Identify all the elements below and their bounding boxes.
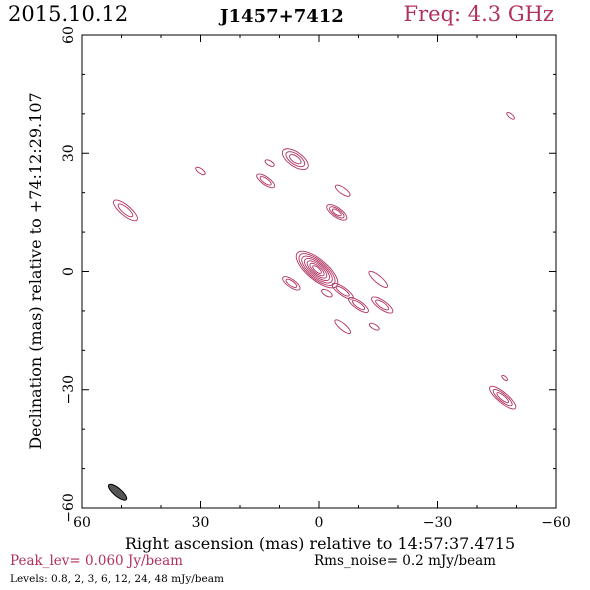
y-tick-label: 0 (61, 267, 77, 276)
contour-line (113, 199, 138, 222)
contour-line (301, 255, 333, 284)
x-tick-label: 0 (315, 515, 324, 531)
contour-line (329, 206, 345, 219)
contour-line (489, 385, 517, 410)
contour-line (295, 250, 339, 289)
beam-ellipse (107, 483, 128, 501)
contour-line (289, 154, 302, 165)
contour-line (285, 151, 306, 168)
x-tick-labels: 60 30 0 −30 −60 (73, 515, 571, 531)
source-name: J1457+7412 (220, 6, 344, 27)
axis-ticks (82, 35, 556, 508)
peak-level: Peak_lev= 0.060 Jy/beam (10, 553, 183, 569)
frequency-label: Freq: 4.3 GHz (403, 2, 554, 26)
contour-line (306, 260, 328, 279)
contour-line (281, 148, 309, 171)
contour-line (331, 282, 354, 300)
contour-line (195, 166, 206, 176)
x-tick-label: −30 (423, 515, 453, 531)
y-tick-label: −30 (61, 375, 77, 405)
contour-line (312, 265, 322, 274)
beam-layer (107, 483, 128, 501)
contour-line (117, 203, 134, 218)
y-axis-title: Declination (mas) relative to +74:12:29.… (26, 92, 45, 449)
x-tick-label: −60 (541, 515, 571, 531)
contour-line (304, 258, 331, 282)
contour-line (492, 388, 513, 407)
y-tick-labels: 60 30 0 −30 −60 (61, 26, 77, 523)
contour-line (256, 173, 276, 189)
contour-line (368, 322, 380, 331)
plot-frame (81, 34, 557, 509)
contour-line (371, 296, 394, 314)
contour-line (496, 392, 509, 404)
contour-line (321, 288, 333, 298)
contour-levels: Levels: 0.8, 2, 3, 6, 12, 24, 48 mJy/bea… (10, 573, 224, 585)
x-tick-label: 60 (73, 515, 91, 531)
contour-line (335, 285, 350, 297)
contour-line (501, 374, 509, 381)
contour-line (298, 253, 336, 286)
contour-line (368, 270, 389, 288)
y-tick-label: 30 (61, 144, 77, 162)
contour-line (506, 111, 515, 120)
epoch-date: 2015.10.12 (8, 2, 129, 26)
y-tick-label: −60 (61, 493, 77, 523)
contour-line (309, 262, 325, 277)
contour-line (348, 297, 369, 313)
rms-noise: Rms_noise= 0.2 mJy/beam (314, 553, 496, 569)
contour-line (264, 159, 275, 167)
contour-line (326, 204, 348, 221)
contour-line (375, 299, 390, 311)
contour-layer (113, 111, 517, 410)
contour-line (282, 276, 301, 291)
contour-line (259, 176, 272, 186)
contour-line (334, 184, 351, 197)
x-axis-title: Right ascension (mas) relative to 14:57:… (125, 534, 515, 553)
contour-line (285, 278, 298, 288)
y-tick-label: 60 (61, 26, 77, 44)
contour-line (334, 319, 351, 334)
contour-line (351, 299, 366, 311)
contour-line (331, 208, 342, 217)
x-tick-label: 30 (192, 515, 210, 531)
